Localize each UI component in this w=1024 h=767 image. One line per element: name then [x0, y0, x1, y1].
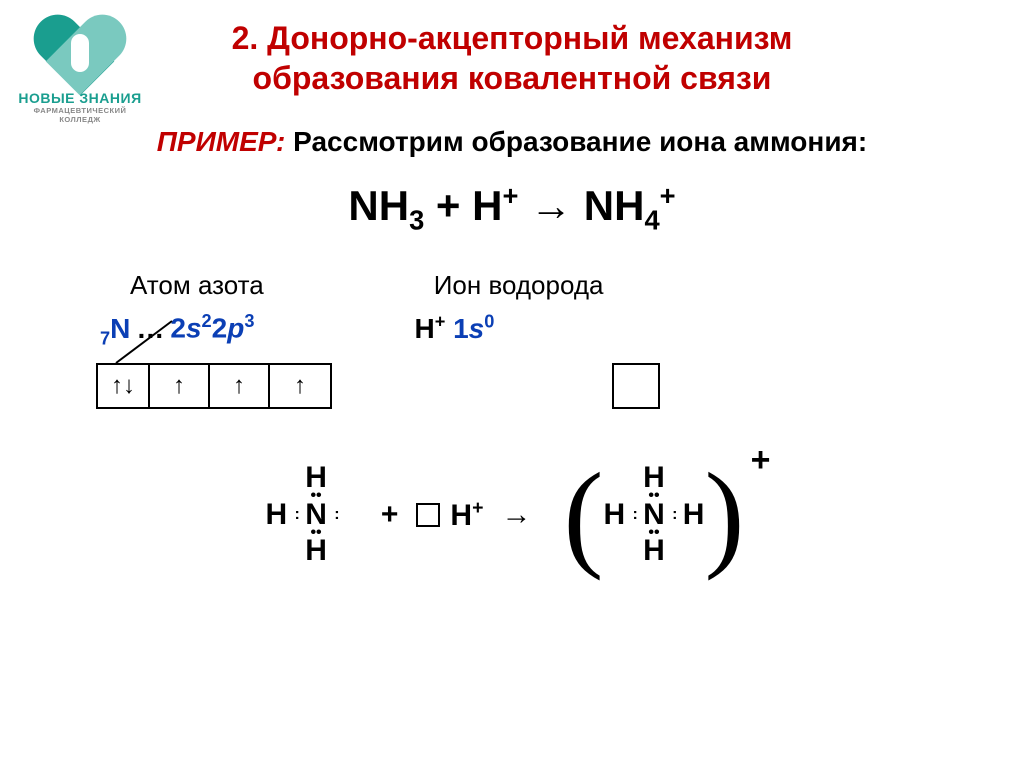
hydrogen-config: H+ 1s0	[414, 311, 494, 349]
hydrogen-label: Ион водорода	[434, 270, 604, 301]
bracket-left-icon: (	[563, 467, 603, 563]
orbital-cell: ↑↓	[98, 365, 150, 407]
bracket-right-icon: )	[704, 467, 744, 563]
result-charge: +	[751, 441, 771, 480]
empty-orbital-icon	[416, 503, 440, 527]
atom-labels-row: Атом азота Ион водорода	[0, 270, 1024, 301]
nitrogen-config: 7N … 2s22p3	[100, 311, 254, 349]
orbital-cell: ↑	[150, 365, 210, 407]
lewis-reaction: H •• H:N: •• H + H+ → ( H •• H:N:H •• H …	[0, 459, 1024, 570]
orbital-cell: ↑	[210, 365, 270, 407]
logo-heart-icon	[35, 10, 125, 90]
nitrogen-orbitals: ↑↓↑↑↑	[96, 363, 332, 409]
lewis-nh4: H •• H:N:H •• H	[603, 463, 704, 566]
example-text: Рассмотрим образование иона аммония:	[285, 126, 867, 157]
h-plus: H+	[450, 497, 483, 533]
example-line: ПРИМЕР: Рассмотрим образование иона аммо…	[0, 126, 1024, 158]
hydrogen-orbital	[612, 363, 660, 409]
orbital-cell: ↑	[270, 365, 330, 407]
nitrogen-label: Атом азота	[130, 270, 264, 301]
brand-logo: НОВЫЕ ЗНАНИЯ ФАРМАЦЕВТИЧЕСКИЙ КОЛЛЕДЖ	[15, 10, 145, 124]
plus-sign: +	[381, 498, 399, 532]
electron-configs-row: 7N … 2s22p3 H+ 1s0	[0, 311, 1024, 349]
orbital-cell	[614, 365, 658, 407]
arrow-sign: →	[501, 498, 531, 532]
main-equation: NH3 + H+ → NH4+	[0, 180, 1024, 236]
example-label: ПРИМЕР:	[157, 126, 286, 157]
lewis-nh4-bracket: ( H •• H:N:H •• H ) +	[549, 459, 758, 570]
slide-title: 2. Донорно-акцепторный механизм образова…	[132, 18, 892, 98]
logo-subtitle: ФАРМАЦЕВТИЧЕСКИЙ КОЛЛЕДЖ	[15, 106, 145, 124]
orbitals-row: ↑↓↑↑↑	[0, 363, 1024, 409]
lewis-nh3: H •• H:N: •• H	[266, 463, 363, 566]
